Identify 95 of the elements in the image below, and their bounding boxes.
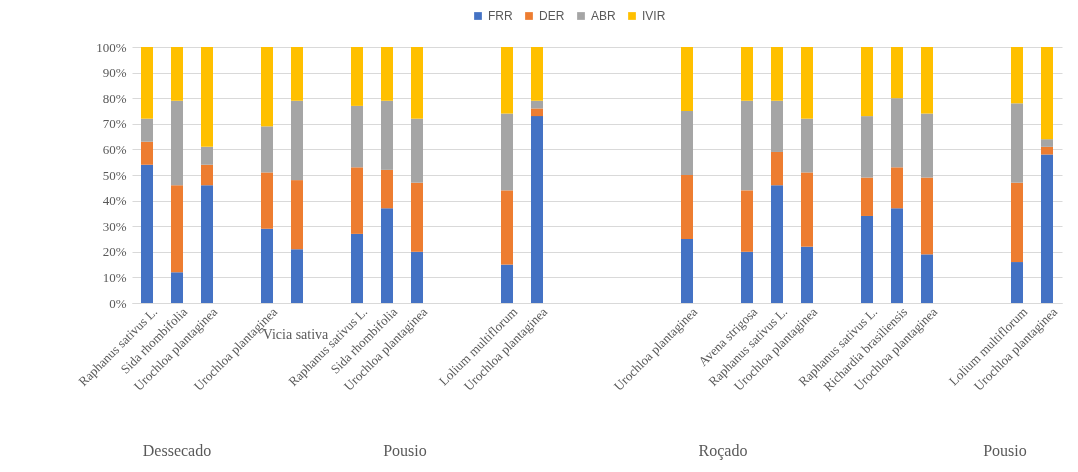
bar <box>1041 146 1053 155</box>
y-tick-label: 60% <box>102 141 127 157</box>
bar <box>801 118 813 173</box>
bar <box>1011 182 1023 263</box>
bar <box>771 185 783 303</box>
bar <box>261 228 273 303</box>
bar <box>411 182 423 252</box>
bar <box>351 233 363 303</box>
bar <box>921 177 933 255</box>
bar <box>141 47 153 119</box>
y-tick-label: 40% <box>102 193 127 209</box>
bar <box>681 175 693 239</box>
bar <box>351 105 363 168</box>
bar <box>351 167 363 234</box>
bar <box>171 100 183 186</box>
y-tick-label: 30% <box>102 218 127 234</box>
legend-label: ABR <box>591 9 617 23</box>
bar <box>921 47 933 114</box>
y-tick-label: 80% <box>102 90 127 106</box>
bar <box>801 47 813 119</box>
text: Dessecado <box>142 442 212 459</box>
bar <box>381 208 393 303</box>
bar <box>381 100 393 170</box>
legend-label: FRR <box>488 9 513 23</box>
legend-label: DER <box>539 9 565 23</box>
bar <box>201 164 213 186</box>
bar <box>801 246 813 303</box>
bar <box>351 47 363 106</box>
bar <box>771 47 783 101</box>
bar <box>201 47 213 147</box>
bar <box>291 180 303 250</box>
bar <box>381 47 393 101</box>
bar <box>681 47 693 111</box>
bar <box>771 151 783 186</box>
bar <box>531 116 543 303</box>
bar <box>501 190 513 265</box>
y-tick-label: 70% <box>102 116 127 132</box>
y-tick-label: 20% <box>102 244 127 260</box>
y-tick-label: 100% <box>96 39 127 55</box>
bar <box>501 47 513 114</box>
bar <box>891 208 903 303</box>
bar <box>141 118 153 142</box>
bar <box>141 141 153 165</box>
bar <box>1041 154 1053 303</box>
bar <box>681 111 693 175</box>
bar <box>861 215 873 303</box>
bar <box>171 272 183 303</box>
bar <box>771 100 783 152</box>
bar <box>1011 47 1023 104</box>
bar <box>531 100 543 109</box>
bar <box>261 47 273 127</box>
y-tick-label: 90% <box>102 65 127 81</box>
bar <box>501 264 513 303</box>
y-tick-label: 0% <box>109 295 127 311</box>
text: Pousio <box>983 442 1027 459</box>
bar <box>741 100 753 191</box>
y-tick-label: 50% <box>102 167 127 183</box>
bar <box>891 167 903 209</box>
bar <box>861 116 873 178</box>
bar <box>291 249 303 303</box>
bar <box>141 164 153 303</box>
bar <box>801 172 813 247</box>
bar <box>411 47 423 119</box>
bar <box>921 254 933 303</box>
text: Roçado <box>698 442 748 460</box>
bar <box>261 126 273 173</box>
bar <box>741 47 753 101</box>
bar <box>1011 103 1023 183</box>
bar <box>681 239 693 303</box>
bar <box>741 251 753 303</box>
bar <box>741 190 753 252</box>
bar <box>171 185 183 273</box>
bar <box>1011 262 1023 303</box>
bar <box>201 185 213 303</box>
bar <box>921 113 933 178</box>
bar <box>501 113 513 191</box>
bar <box>411 118 423 183</box>
bar <box>171 47 183 101</box>
bar <box>381 169 393 209</box>
bar <box>291 47 303 101</box>
y-tick-label: 10% <box>102 269 127 285</box>
bar <box>1041 139 1053 147</box>
bar <box>261 172 273 229</box>
legend-label: IVIR <box>642 9 666 23</box>
bar <box>411 251 423 303</box>
bar <box>861 47 873 117</box>
bar <box>891 98 903 168</box>
bar <box>1041 47 1053 140</box>
bar <box>291 100 303 181</box>
bar <box>531 108 543 117</box>
bar <box>531 47 543 101</box>
bar <box>861 177 873 216</box>
bar <box>201 146 213 165</box>
bar <box>891 47 903 99</box>
text: Pousio <box>383 442 427 459</box>
